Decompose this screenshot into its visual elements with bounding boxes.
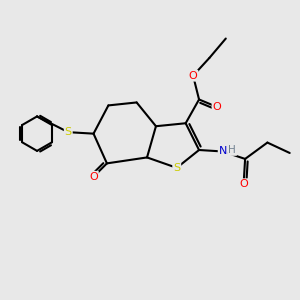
Text: S: S xyxy=(65,127,72,137)
Text: O: O xyxy=(189,71,197,81)
Text: O: O xyxy=(239,179,248,189)
Text: S: S xyxy=(173,163,180,173)
Text: N: N xyxy=(219,146,227,157)
Text: O: O xyxy=(89,172,98,182)
Text: H: H xyxy=(229,145,236,155)
Text: O: O xyxy=(212,102,221,112)
